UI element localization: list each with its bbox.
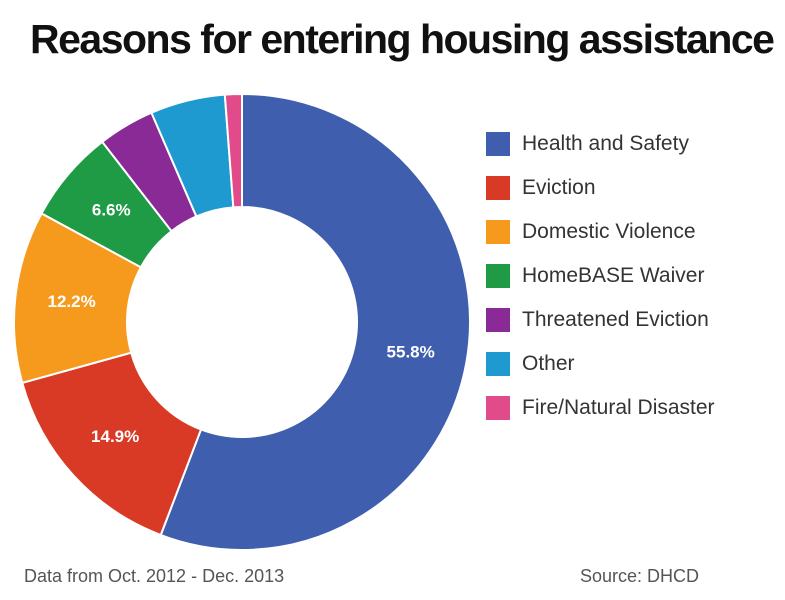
slice-label-eviction: 14.9% (91, 427, 139, 446)
chart-legend: Health and Safety Eviction Domestic Violen… (486, 122, 776, 430)
slice-label-health-and-safety: 55.8% (387, 343, 435, 362)
legend-swatch (486, 132, 510, 156)
chart-title: Reasons for entering housing assistance (30, 16, 775, 62)
legend-label: HomeBASE Waiver (522, 264, 705, 287)
slice-label-domestic-violence: 12.2% (47, 292, 95, 311)
slice-fire-natural-disaster (223, 92, 243, 209)
legend-label: Other (522, 352, 575, 375)
legend-label: Threatened Eviction (522, 308, 709, 331)
legend-swatch (486, 396, 510, 420)
donut-slices (13, 92, 471, 551)
slice-health-and-safety (159, 92, 471, 551)
legend-item-homebase-waiver: HomeBASE Waiver (486, 254, 776, 298)
slice-label-homebase-waiver: 6.6% (92, 201, 131, 220)
legend-item-eviction: Eviction (486, 166, 776, 210)
legend-item-fire-natural-disaster: Fire/Natural Disaster (486, 386, 776, 430)
legend-swatch (486, 264, 510, 288)
legend-label: Fire/Natural Disaster (522, 396, 715, 419)
source-note: Source: DHCD (579, 566, 699, 586)
legend-label: Health and Safety (522, 132, 689, 155)
legend-label: Domestic Violence (522, 220, 696, 243)
legend-label: Eviction (522, 176, 596, 199)
legend-item-domestic-violence: Domestic Violence (486, 210, 776, 254)
legend-swatch (486, 352, 510, 376)
slice-labels: 55.8% 14.9% 12.2% 6.6% (47, 201, 434, 446)
legend-item-other: Other (486, 342, 776, 386)
legend-swatch (486, 176, 510, 200)
legend-item-health-and-safety: Health and Safety (486, 122, 776, 166)
date-range-note: Data from Oct. 2012 - Dec. 2013 (24, 566, 285, 586)
legend-swatch (486, 220, 510, 244)
legend-swatch (486, 308, 510, 332)
legend-item-threatened-eviction: Threatened Eviction (486, 298, 776, 342)
